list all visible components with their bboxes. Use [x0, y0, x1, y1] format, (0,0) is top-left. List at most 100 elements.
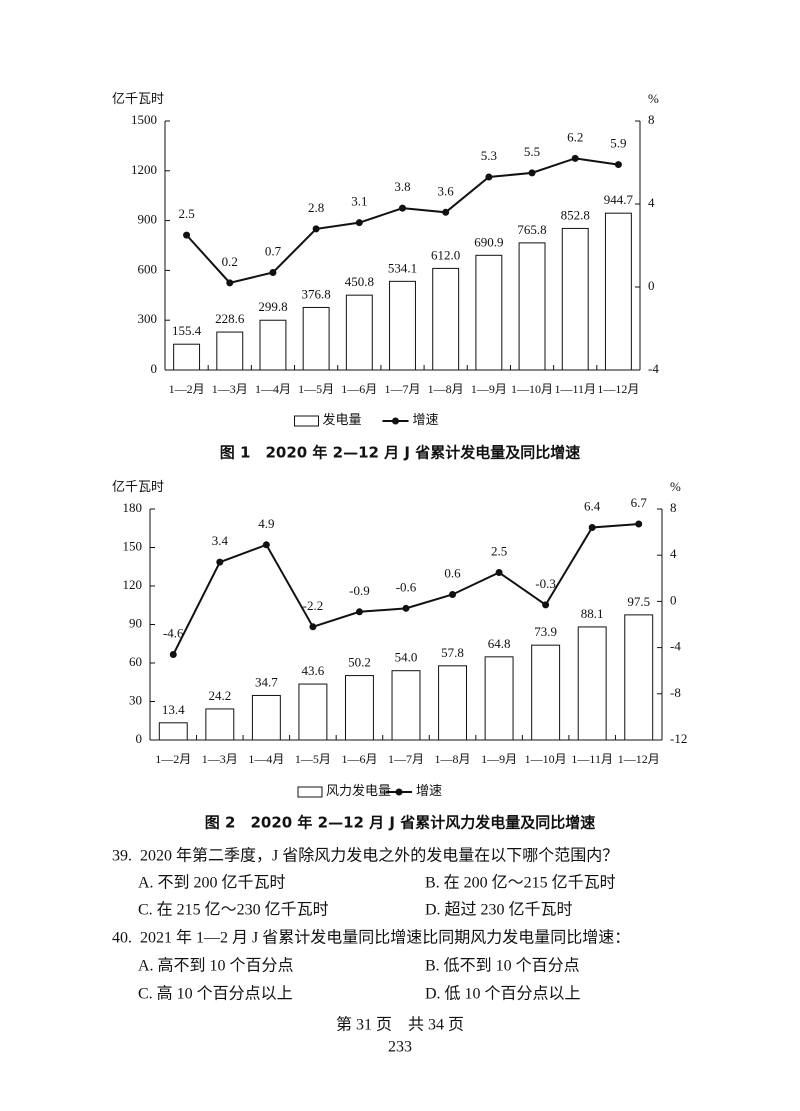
option: C. 高 10 个百分点以上 [138, 985, 293, 1003]
y2-axis-label: % [648, 91, 659, 106]
bar [624, 614, 654, 741]
x-tick-label: 1—12月 [597, 382, 639, 396]
question-text: 2020 年第二季度，J 省除风力发电之外的发电量在以下哪个范围内？ [140, 847, 618, 865]
x-tick-label: 1—11月 [554, 382, 596, 396]
legend-swatch [297, 786, 323, 798]
point [442, 208, 450, 216]
y-axis-label: 亿千瓦时 [112, 91, 164, 106]
y-tick-label: 300 [138, 311, 158, 326]
bar-label: 534.1 [388, 260, 417, 275]
bar-label: 228.6 [215, 311, 245, 326]
x-tick-label: 1—9月 [481, 752, 517, 766]
x-tick-label: 1—7月 [388, 752, 424, 766]
y-tick-label: 900 [138, 212, 158, 227]
point [183, 231, 191, 239]
bar-label: 299.8 [258, 299, 287, 314]
point-label: 5.5 [524, 144, 540, 159]
y-tick-label: 30 [129, 692, 142, 707]
legend-label: 发电量 [323, 412, 362, 427]
chart-title: 图 1 2020 年 2—12 月 J 省累计发电量及同比增速 [220, 444, 580, 462]
point [355, 608, 363, 616]
y2-tick-label: 8 [670, 500, 677, 515]
point-label: 3.4 [212, 533, 229, 548]
bar-label: 73.9 [534, 624, 557, 639]
bar-label: 13.4 [162, 702, 185, 717]
bar [216, 331, 244, 371]
point [226, 279, 234, 287]
bar-label: 155.4 [172, 323, 202, 338]
bar [345, 294, 373, 371]
bar [518, 242, 546, 371]
point [399, 204, 406, 212]
bar [391, 670, 421, 741]
point-label: 2.5 [178, 206, 194, 221]
point-label: 4.9 [258, 516, 274, 531]
chart-title: 图 2 2020 年 2—12 月 J 省累计风力发电量及同比增速 [205, 814, 595, 832]
bar-label: 944.7 [604, 192, 634, 207]
legend-label: 增速 [413, 412, 439, 427]
x-tick-label: 1—4月 [255, 382, 291, 396]
point-label: -0.3 [535, 576, 556, 591]
y2-tick-label: -4 [670, 639, 681, 654]
y2-tick-label: 0 [670, 592, 677, 607]
point-label: 0.2 [222, 254, 238, 269]
y-axis-label: 亿千瓦时 [112, 479, 164, 494]
y-tick-label: 180 [123, 500, 143, 515]
y-tick-label: 90 [129, 615, 142, 630]
y2-axis-label: % [670, 479, 681, 494]
y-tick-label: 60 [129, 654, 142, 669]
bar [259, 319, 287, 371]
legend-label: 增速 [416, 783, 442, 798]
legend-label: 风力发电量 [326, 783, 391, 798]
x-tick-label: 1—12月 [618, 752, 660, 766]
legend-swatch [392, 417, 399, 425]
point [309, 623, 317, 631]
bar-label: 64.8 [488, 636, 511, 651]
bar-label: 97.5 [627, 594, 650, 609]
page-number: 233 [388, 1039, 412, 1056]
bar-label: 852.8 [561, 207, 590, 222]
y2-tick-label: -4 [648, 361, 659, 376]
option: C. 在 215 亿～230 亿千瓦时 [138, 901, 329, 919]
page-footer: 第 31 页 共 34 页 [336, 1016, 464, 1034]
y2-tick-label: -12 [670, 731, 687, 746]
question-number: 40. [112, 930, 132, 947]
y2-tick-label: 0 [648, 278, 655, 293]
point-label: 0.6 [444, 565, 461, 580]
x-tick-label: 1—4月 [248, 752, 284, 766]
bar-label: 34.7 [255, 674, 278, 689]
point-label: -0.9 [349, 583, 370, 598]
y-tick-label: 0 [136, 731, 143, 746]
bar [438, 665, 468, 741]
point [449, 590, 457, 598]
y2-tick-label: 4 [648, 195, 655, 210]
point-label: 2.5 [491, 544, 507, 559]
y-tick-label: 1500 [131, 112, 157, 127]
legend-swatch [395, 788, 403, 796]
bar-label: 376.8 [302, 286, 331, 301]
bar [205, 708, 235, 741]
x-tick-label: 1—9月 [471, 382, 507, 396]
bar [389, 280, 416, 371]
point-label: 2.8 [308, 200, 324, 215]
bar-label: 690.9 [474, 234, 503, 249]
x-tick-label: 1—7月 [384, 382, 420, 396]
bar [432, 267, 460, 371]
x-tick-label: 1—6月 [341, 752, 377, 766]
y2-tick-label: -8 [670, 685, 681, 700]
option: B. 在 200 亿～215 亿千瓦时 [425, 874, 616, 892]
point [269, 268, 277, 276]
point [312, 225, 320, 233]
bar-label: 612.0 [431, 247, 460, 262]
bar [158, 722, 188, 741]
question-text: 2021 年 1—2 月 J 省累计发电量同比增速比同期风力发电量同比增速： [140, 929, 630, 947]
point-label: 6.4 [584, 498, 601, 513]
point [169, 651, 177, 659]
bar [298, 683, 328, 741]
point-label: -2.2 [303, 598, 324, 613]
point [635, 520, 643, 528]
bar-label: 765.8 [517, 222, 546, 237]
point-label: 0.7 [265, 243, 282, 258]
x-tick-label: 1—6月 [341, 382, 377, 396]
